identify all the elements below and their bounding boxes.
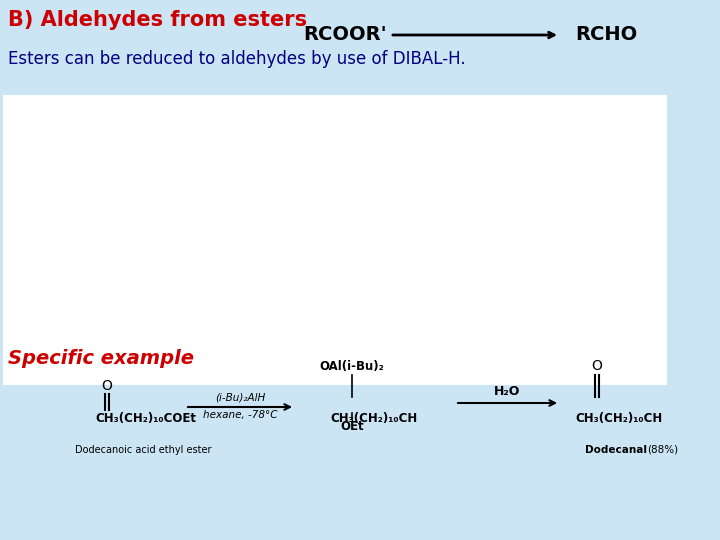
Text: OEt: OEt bbox=[340, 420, 364, 433]
Text: RCOOR': RCOOR' bbox=[303, 25, 387, 44]
Text: Specific example: Specific example bbox=[8, 349, 194, 368]
Text: H₂O: H₂O bbox=[495, 385, 521, 398]
Text: Esters can be reduced to aldehydes by use of DIBAL-H.: Esters can be reduced to aldehydes by us… bbox=[8, 50, 466, 68]
Text: O: O bbox=[592, 359, 603, 373]
Text: Dodecanoic acid ethyl ester: Dodecanoic acid ethyl ester bbox=[75, 445, 212, 455]
Text: hexane, -78°C: hexane, -78°C bbox=[203, 410, 277, 420]
Bar bbox=[3, 95, 667, 385]
Text: Dodecanal: Dodecanal bbox=[585, 445, 647, 455]
Text: (i-Bu)₂AlH: (i-Bu)₂AlH bbox=[215, 392, 265, 402]
Text: RCHO: RCHO bbox=[575, 25, 637, 44]
Text: B) Aldehydes from esters: B) Aldehydes from esters bbox=[8, 10, 307, 30]
Text: OAl(i-Bu)₂: OAl(i-Bu)₂ bbox=[320, 360, 384, 373]
Text: CH₃(CH₂)₁₀CH: CH₃(CH₂)₁₀CH bbox=[330, 412, 418, 425]
Text: CH₃(CH₂)₁₀COEt: CH₃(CH₂)₁₀COEt bbox=[95, 412, 196, 425]
Text: CH₃(CH₂)₁₀CH: CH₃(CH₂)₁₀CH bbox=[575, 412, 662, 425]
Text: O: O bbox=[102, 379, 112, 393]
Text: (88%): (88%) bbox=[647, 445, 678, 455]
